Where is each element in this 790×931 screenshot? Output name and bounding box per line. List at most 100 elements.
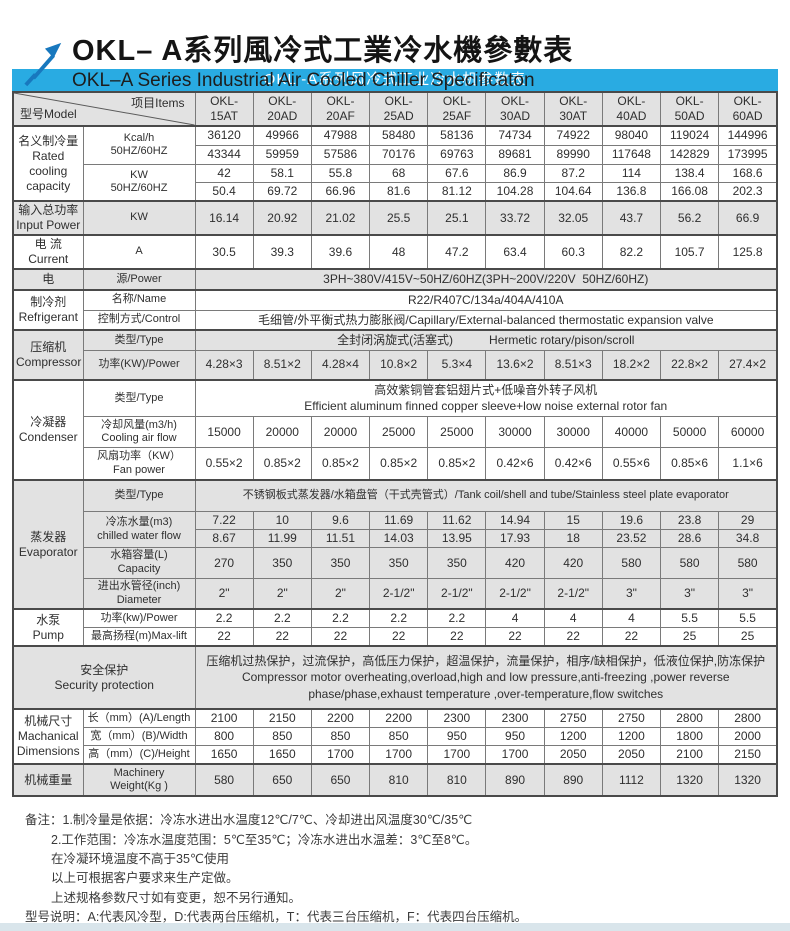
value-cell: 58136 (427, 125, 487, 146)
value-cell: 25000 (369, 416, 429, 449)
value-cell: 14.03 (369, 529, 429, 549)
spec-table: 型号Model 项目Items OKL- 15AT OKL- 20AD OKL- 20A… (12, 91, 778, 798)
corner-cell: 型号Model 项目Items (12, 91, 196, 127)
value-cell: 25 (718, 627, 778, 647)
table-row: 型号Model 项目Items OKL- 15AT OKL- 20AD OKL- 20A… (12, 91, 778, 127)
value-cell: 36120 (194, 125, 254, 146)
value-cell: 2050 (543, 745, 603, 765)
value-cell: 810 (369, 763, 429, 797)
value-cell: 2100 (194, 708, 254, 729)
table-row: 43344 59959 57586 70176 69763 89681 89990 11764… (13, 144, 778, 165)
value-cell: 81.12 (427, 181, 487, 202)
value-cell: 144996 (718, 125, 778, 146)
value-cell: 89681 (485, 144, 545, 165)
value-cell: 0.42×6 (543, 447, 603, 481)
value-cell: 580 (601, 547, 662, 579)
value-cell: 800 (194, 727, 254, 747)
value-cell: 5.3×4 (427, 350, 487, 381)
arrow-up-right-icon (24, 42, 62, 87)
value-cell: 5.5 (659, 608, 720, 629)
value-cell: 50000 (659, 416, 720, 449)
value-cell: 22 (194, 627, 254, 647)
value-cell: 22.8×2 (659, 350, 720, 381)
value-cell: 2800 (718, 708, 778, 729)
value-cell: 1650 (194, 745, 254, 765)
value-cell: 28.6 (659, 529, 720, 549)
value-cell: 2200 (369, 708, 429, 729)
value-cell: 350 (427, 547, 487, 579)
table-row: 功率(KW)/Power 4.28×3 8.51×2 4.28×4 10.8×2 5.3×… (13, 350, 778, 381)
value-cell: 350 (252, 547, 312, 579)
value-cell: 580 (718, 547, 778, 579)
value-cell: 43.7 (601, 200, 662, 236)
value-cell: 13.95 (427, 529, 487, 549)
row-item-label: 进出水管径(inch) Diameter (82, 577, 196, 610)
note-line: 备注：1.制冷量是依据：冷冻水进出水温度12℃/7℃、冷却进出风温度30℃/35… (25, 813, 473, 828)
value-cell: 580 (194, 763, 254, 797)
row-item-label: 风扇功率（KW） Fan power (82, 447, 196, 481)
value-cell: 不锈钢板式蒸发器/水箱盘管（干式壳管式）/Tank coil/shell and… (194, 478, 778, 513)
table-row: 输入总功率 Input Power KW 16.14 20.92 21.02 25.5 25… (12, 200, 778, 236)
value-cell: 4 (601, 608, 662, 629)
value-cell: 32.05 (543, 200, 603, 236)
value-cell: 2-1/2" (427, 577, 487, 610)
value-cell: 810 (427, 763, 487, 797)
row-item-label: 源/Power (82, 268, 196, 291)
value-cell: 8.51×2 (252, 350, 312, 381)
value-cell: 48 (369, 234, 429, 270)
value-cell: 18.2×2 (601, 350, 662, 381)
value-cell: 39.6 (310, 234, 371, 270)
value-cell: 1800 (659, 727, 720, 747)
model-header: OKL- 60AD (718, 91, 778, 127)
value-cell: 22 (310, 627, 371, 647)
value-cell: 29 (718, 511, 778, 531)
value-cell: 69763 (427, 144, 487, 165)
row-item-label: 功率(kw)/Power (82, 608, 196, 629)
value-cell: 57586 (310, 144, 371, 165)
table-row: 高（mm）(C)/Height 1650 1650 1700 1700 1700 1700 2… (13, 745, 778, 765)
model-header: OKL- 50AD (659, 91, 720, 127)
value-cell: 1200 (601, 727, 662, 747)
value-cell: 1700 (427, 745, 487, 765)
value-cell: 18 (543, 529, 603, 549)
row-item-label: 类型/Type (82, 478, 196, 513)
value-cell: 17.93 (485, 529, 545, 549)
value-cell: 3" (601, 577, 662, 610)
value-cell: 34.8 (718, 529, 778, 549)
row-item-label: Kcal/h 50HZ/60HZ (82, 125, 196, 165)
value-cell: 3" (659, 577, 720, 610)
value-cell: 0.85×2 (252, 447, 312, 481)
note-line: 上述规格参数尺寸如有变更，恕不另行通知。 (51, 890, 302, 905)
table-row: 风扇功率（KW） Fan power 0.55×2 0.85×2 0.85×2 0.85… (13, 447, 778, 481)
page-header: OKL– A系列風冷式工業冷水機參數表 OKL–A Series Industr… (0, 0, 790, 91)
value-cell: 8.67 (194, 529, 254, 549)
value-cell: 13.6×2 (485, 350, 545, 381)
value-cell: 43344 (194, 144, 254, 165)
value-cell: 114 (601, 163, 662, 183)
value-cell: 650 (310, 763, 371, 797)
row-item-label: 高（mm）(C)/Height (82, 745, 196, 765)
table-row: 冷冻水量(m3) chilled water flow 7.22 10 9.6 11.6… (13, 511, 778, 549)
row-item-label: 功率(KW)/Power (82, 350, 196, 381)
value-cell: 59959 (252, 144, 312, 165)
value-cell: 74734 (485, 125, 545, 146)
value-cell: 2050 (601, 745, 662, 765)
model-header: OKL- 25AD (369, 91, 429, 127)
value-cell: 毛细管/外平衡式热力膨胀阀/Capillary/External-balance… (194, 309, 778, 331)
row-item-label: 控制方式/Control (82, 309, 196, 331)
value-cell: 87.2 (543, 163, 603, 183)
value-cell: 5.5 (718, 608, 778, 629)
value-cell: 850 (369, 727, 429, 747)
value-cell: 20.92 (252, 200, 312, 236)
model-header: OKL- 25AF (427, 91, 487, 127)
row-item-label: KW 50HZ/60HZ (82, 163, 196, 202)
value-cell: 2-1/2" (485, 577, 545, 610)
row-group-label: 安全保护 Security protection (12, 645, 196, 710)
value-cell: 14.94 (485, 511, 545, 531)
value-cell: 9.6 (310, 511, 371, 531)
value-cell: 56.2 (659, 200, 720, 236)
value-cell: 19.6 (601, 511, 662, 531)
value-cell: 70176 (369, 144, 429, 165)
row-item-label: 冷却风量(m3/h) Cooling air flow (82, 416, 196, 449)
model-header: OKL- 30AD (485, 91, 545, 127)
